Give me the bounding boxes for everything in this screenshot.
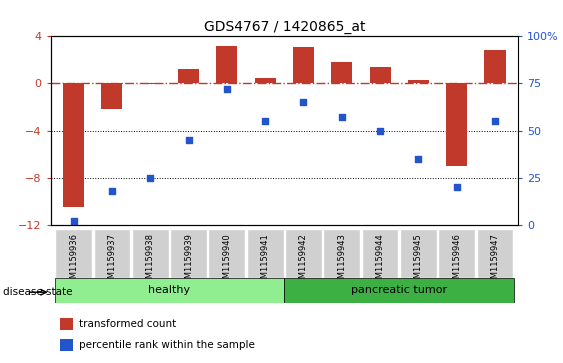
Bar bbox=[101, 83, 123, 110]
Text: GSM1159941: GSM1159941 bbox=[261, 233, 270, 289]
Bar bbox=[331, 62, 352, 83]
Bar bbox=[55, 278, 284, 303]
Text: GSM1159943: GSM1159943 bbox=[337, 233, 346, 289]
Text: transformed count: transformed count bbox=[79, 319, 176, 329]
Bar bbox=[284, 278, 514, 303]
Bar bbox=[93, 229, 131, 278]
Bar bbox=[55, 229, 92, 278]
Text: GSM1159937: GSM1159937 bbox=[108, 233, 117, 289]
Point bbox=[299, 99, 308, 105]
Bar bbox=[63, 83, 84, 207]
Bar bbox=[170, 229, 207, 278]
Text: GSM1159944: GSM1159944 bbox=[376, 233, 385, 289]
Bar bbox=[132, 229, 169, 278]
Point bbox=[490, 118, 499, 124]
Point bbox=[222, 86, 231, 92]
Bar bbox=[438, 229, 475, 278]
Text: GSM1159945: GSM1159945 bbox=[414, 233, 423, 289]
Bar bbox=[60, 318, 73, 330]
Bar bbox=[293, 47, 314, 83]
Point bbox=[108, 188, 117, 194]
Title: GDS4767 / 1420865_at: GDS4767 / 1420865_at bbox=[204, 20, 365, 34]
Point bbox=[146, 175, 155, 181]
Text: pancreatic tumor: pancreatic tumor bbox=[351, 285, 447, 295]
Text: GSM1159947: GSM1159947 bbox=[490, 233, 499, 289]
Text: GSM1159940: GSM1159940 bbox=[222, 233, 231, 289]
Bar bbox=[208, 229, 245, 278]
Point bbox=[414, 156, 423, 162]
Bar bbox=[361, 229, 399, 278]
Bar bbox=[446, 83, 467, 166]
Bar bbox=[477, 229, 513, 278]
Bar bbox=[408, 80, 429, 83]
Bar bbox=[178, 69, 199, 83]
Bar bbox=[247, 229, 284, 278]
Bar bbox=[216, 46, 238, 83]
Text: GSM1159939: GSM1159939 bbox=[184, 233, 193, 289]
Point bbox=[376, 128, 385, 134]
Text: GSM1159946: GSM1159946 bbox=[452, 233, 461, 289]
Text: percentile rank within the sample: percentile rank within the sample bbox=[79, 340, 254, 350]
Bar bbox=[140, 83, 161, 84]
Point bbox=[184, 137, 193, 143]
Bar bbox=[254, 78, 276, 83]
Bar bbox=[285, 229, 322, 278]
Bar bbox=[60, 339, 73, 351]
Bar bbox=[400, 229, 437, 278]
Bar bbox=[323, 229, 360, 278]
Text: healthy: healthy bbox=[148, 285, 190, 295]
Point bbox=[261, 118, 270, 124]
Bar bbox=[369, 67, 391, 83]
Point bbox=[337, 115, 346, 121]
Text: GSM1159942: GSM1159942 bbox=[299, 233, 308, 289]
Text: GSM1159936: GSM1159936 bbox=[69, 233, 78, 289]
Point bbox=[452, 184, 461, 190]
Text: disease state: disease state bbox=[3, 287, 72, 297]
Bar bbox=[484, 50, 506, 83]
Text: GSM1159938: GSM1159938 bbox=[146, 233, 155, 289]
Point bbox=[69, 219, 78, 224]
